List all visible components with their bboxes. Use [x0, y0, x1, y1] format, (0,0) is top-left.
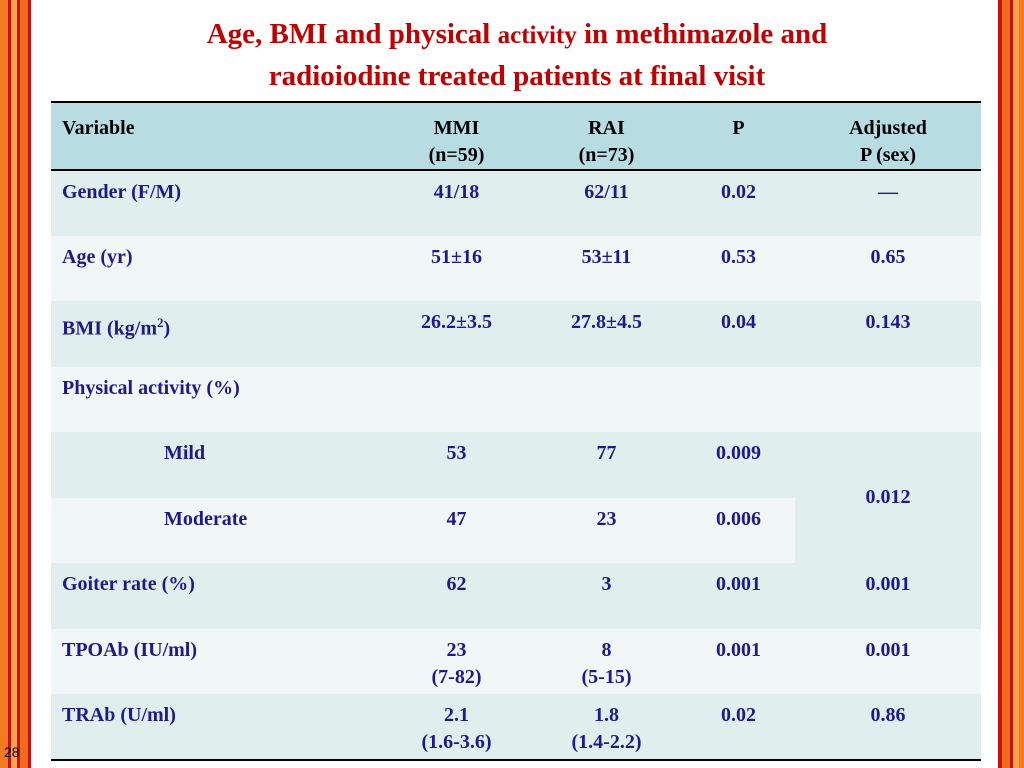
- cell-adjusted: 0.143: [795, 301, 981, 367]
- title-part-2: activity: [497, 22, 577, 49]
- table-row-goiter: Goiter rate (%) 62 3 0.001 0.001: [51, 563, 981, 629]
- cell-rai: 8 (5-15): [531, 628, 682, 694]
- cell-p: 0.006: [682, 497, 795, 563]
- cell-mmi: 62: [382, 563, 531, 629]
- table-row-trab: TRAb (U/ml) 2.1 (1.6-3.6) 1.8 (1.4-2.2) 0.…: [51, 694, 981, 761]
- title-line-2: radioiodine treated patients at final vi…: [268, 60, 766, 92]
- cell-rai: 23: [531, 497, 682, 563]
- cell-rai: 77: [531, 432, 682, 498]
- header-adjusted: Adjusted P (sex): [795, 101, 981, 171]
- header-row: Variable MMI (n=59) RAI (n=73) P Adjusted P…: [51, 101, 981, 171]
- cell-p: 0.001: [682, 563, 795, 629]
- cell-mmi: 41/18: [382, 170, 531, 236]
- cell-mmi: 23 (7-82): [382, 628, 531, 694]
- cell-adjusted: 0.001: [795, 628, 981, 694]
- cell-label: Physical activity (%): [51, 366, 382, 432]
- cell-label: Age (yr): [51, 235, 382, 301]
- cell-label: BMI (kg/m2): [51, 301, 382, 367]
- cell-mmi: 53: [382, 432, 531, 498]
- cell-rai: 3: [531, 563, 682, 629]
- cell-p: 0.009: [682, 432, 795, 498]
- cell-mmi: 51±16: [382, 235, 531, 301]
- title-part-1: Age, BMI and physical: [206, 18, 498, 50]
- slide-title: Age, BMI and physical activity in methim…: [36, 14, 998, 96]
- header-mmi: MMI (n=59): [382, 101, 531, 171]
- table-row-bmi: BMI (kg/m2) 26.2±3.5 27.8±4.5 0.04 0.143: [51, 301, 981, 367]
- header-p: P: [682, 101, 795, 171]
- cell-p: 0.02: [682, 170, 795, 236]
- table-row-tpoab: TPOAb (IU/ml) 23 (7-82) 8 (5-15) 0.001 0.0…: [51, 628, 981, 694]
- cell-p: 0.02: [682, 694, 795, 761]
- title-line-1: Age, BMI and physical activity in methim…: [36, 14, 998, 56]
- cell-label: Goiter rate (%): [51, 563, 382, 629]
- cell-label: TPOAb (IU/ml): [51, 628, 382, 694]
- title-part-3: in methimazole and: [576, 18, 828, 50]
- cell-adjusted: 0.65: [795, 235, 981, 301]
- cell-adjusted: 0.86: [795, 694, 981, 761]
- table-row-age: Age (yr) 51±16 53±11 0.53 0.65: [51, 235, 981, 301]
- header-rai: RAI (n=73): [531, 101, 682, 171]
- cell-rai: 1.8 (1.4-2.2): [531, 694, 682, 761]
- cell-adjusted: 0.001: [795, 563, 981, 629]
- results-table: Variable MMI (n=59) RAI (n=73) P Adjusted P…: [51, 101, 981, 761]
- right-decorative-border: [998, 0, 1024, 768]
- table-row-gender: Gender (F/M) 41/18 62/11 0.02 —: [51, 170, 981, 236]
- table-row-mild: Mild 53 77 0.009 0.012: [51, 432, 981, 563]
- header-variable: Variable: [51, 101, 382, 171]
- cell-label: Mild: [51, 432, 382, 498]
- cell-label: Gender (F/M): [51, 170, 382, 236]
- cell-label: Moderate: [51, 497, 382, 563]
- cell-label: TRAb (U/ml): [51, 694, 382, 761]
- cell-mmi: 47: [382, 497, 531, 563]
- left-decorative-border: [0, 0, 36, 768]
- cell-p: 0.04: [682, 301, 795, 367]
- page-number: 28: [4, 744, 20, 760]
- cell-mmi: 2.1 (1.6-3.6): [382, 694, 531, 761]
- cell-adjusted: —: [795, 170, 981, 236]
- cell-p: 0.53: [682, 235, 795, 301]
- cell-rai: 62/11: [531, 170, 682, 236]
- table-row-physical-activity: Physical activity (%): [51, 366, 981, 432]
- cell-rai: 53±11: [531, 235, 682, 301]
- table-row-moderate: Moderate 47 23 0.006: [51, 497, 981, 563]
- cell-mmi: 26.2±3.5: [382, 301, 531, 367]
- cell-rai: 27.8±4.5: [531, 301, 682, 367]
- cell-adjusted-merged: 0.012: [795, 432, 981, 563]
- cell-p: 0.001: [682, 628, 795, 694]
